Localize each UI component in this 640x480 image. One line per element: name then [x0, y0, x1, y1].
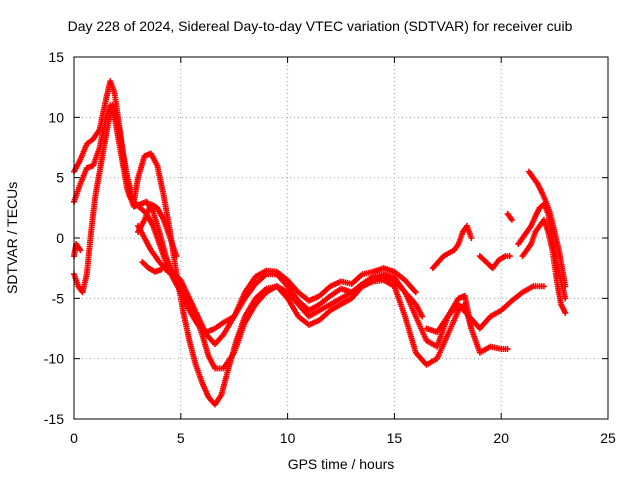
x-tick-label: 5	[177, 430, 185, 446]
data-point	[158, 266, 165, 273]
y-axis-label: SDTVAR / TECUs	[4, 181, 20, 294]
data-series-track-k	[504, 210, 515, 223]
data-point	[540, 283, 547, 290]
data-point	[77, 247, 84, 254]
y-tick-label: 10	[48, 109, 64, 125]
data-series-track-a	[71, 78, 426, 336]
data-series-track-i	[429, 222, 475, 272]
x-tick-label: 20	[493, 430, 509, 446]
y-tick-label: -15	[44, 411, 64, 427]
data-point	[508, 216, 515, 223]
data-series-track-e	[71, 241, 84, 260]
data-point	[562, 309, 569, 316]
data-series-track-g	[139, 259, 165, 275]
data-point	[504, 346, 511, 353]
data-point	[468, 235, 475, 241]
chart-title: Day 228 of 2024, Sidereal Day-to-day VTE…	[67, 18, 573, 34]
data-series-track-h	[423, 292, 475, 336]
y-tick-label: 0	[56, 230, 64, 246]
data-point	[419, 313, 426, 320]
data-point	[173, 253, 180, 260]
data-point	[468, 325, 475, 332]
data-series-track-m	[525, 168, 569, 290]
y-tick-label: 15	[48, 49, 64, 65]
y-tick-label: -10	[44, 351, 64, 367]
data-series-track-f	[135, 201, 180, 260]
x-tick-label: 15	[387, 430, 403, 446]
data-point	[562, 295, 569, 302]
plot-border	[73, 56, 609, 420]
x-tick-label: 0	[70, 430, 78, 446]
y-tick-label: -5	[52, 290, 65, 306]
data-point	[506, 253, 513, 260]
x-axis-label: GPS time / hours	[287, 456, 395, 472]
data-series-track-j	[476, 253, 513, 272]
x-tick-label: 10	[280, 430, 296, 446]
y-tick-label: 5	[56, 170, 64, 186]
data-series-track-b	[71, 102, 419, 348]
data-series-track-n	[519, 216, 569, 316]
data-point	[412, 289, 419, 296]
data-point	[562, 283, 569, 290]
x-tick-label: 25	[600, 430, 616, 446]
